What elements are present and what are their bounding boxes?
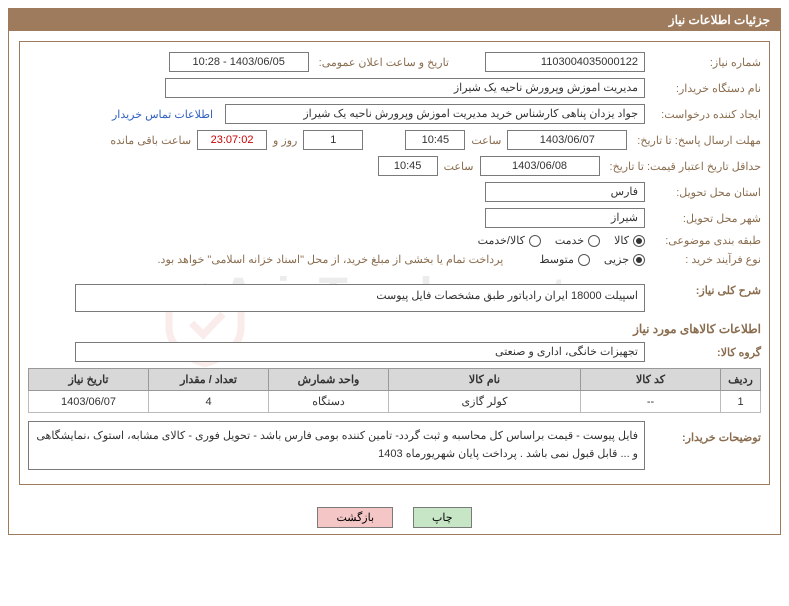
field-reply-time: 10:45 — [405, 130, 465, 150]
field-remaining-time: 23:07:02 — [197, 130, 267, 150]
row-requester: ایجاد کننده درخواست: جواد یزدان پناهی کا… — [28, 104, 761, 124]
radio-cat-2[interactable]: کالا/خدمت — [478, 234, 541, 247]
panel-body: شماره نیاز: 1103004035000122 تاریخ و ساع… — [19, 41, 770, 485]
th-code: کد کالا — [581, 369, 721, 391]
cell-index: 1 — [721, 391, 761, 413]
row-summary: شرح کلی نیاز: اسپیلت 18000 ایران رادیاتو… — [28, 284, 761, 312]
radio-group-category: کالا خدمت کالا/خدمت — [478, 234, 645, 247]
th-date: تاریخ نیاز — [29, 369, 149, 391]
table-row: 1 -- کولر گازی دستگاه 4 1403/06/07 — [29, 391, 761, 413]
payment-note: پرداخت تمام یا بخشی از مبلغ خرید، از محل… — [158, 253, 504, 266]
radio-icon — [633, 235, 645, 247]
label-need-number: شماره نیاز: — [651, 56, 761, 69]
radio-cat-1[interactable]: خدمت — [555, 234, 600, 247]
field-reply-date: 1403/06/07 — [507, 130, 627, 150]
details-panel: جزئیات اطلاعات نیاز شماره نیاز: 11030040… — [8, 8, 781, 535]
label-category: طبقه بندی موضوعی: — [651, 234, 761, 247]
th-unit: واحد شمارش — [269, 369, 389, 391]
label-reply-deadline: مهلت ارسال پاسخ: تا تاریخ: — [633, 134, 761, 147]
label-city: شهر محل تحویل: — [651, 212, 761, 225]
label-announce-dt: تاریخ و ساعت اعلان عمومی: — [315, 56, 449, 69]
field-requester: جواد یزدان پناهی کارشناس خرید مدیریت امو… — [225, 104, 645, 124]
row-province: استان محل تحویل: فارس — [28, 182, 761, 202]
label-hour-1: ساعت — [471, 134, 501, 147]
cell-name: کولر گازی — [389, 391, 581, 413]
cell-unit: دستگاه — [269, 391, 389, 413]
th-index: ردیف — [721, 369, 761, 391]
row-reply-deadline: مهلت ارسال پاسخ: تا تاریخ: 1403/06/07 سا… — [28, 130, 761, 150]
field-item-group: تجهیزات خانگی، اداری و صنعتی — [75, 342, 645, 362]
cell-code: -- — [581, 391, 721, 413]
row-process: نوع فرآیند خرید : جزیی متوسط پرداخت تمام… — [28, 253, 761, 266]
field-remaining-days: 1 — [303, 130, 363, 150]
label-process: نوع فرآیند خرید : — [651, 253, 761, 266]
back-button[interactable]: بازگشت — [317, 507, 393, 528]
label-time-remaining: ساعت باقی مانده — [110, 134, 191, 147]
radio-icon — [633, 254, 645, 266]
radio-group-process: جزیی متوسط — [539, 253, 645, 266]
th-name: نام کالا — [389, 369, 581, 391]
panel-title: جزئیات اطلاعات نیاز — [9, 9, 780, 31]
label-hour-2: ساعت — [444, 160, 474, 173]
label-buyer-org: نام دستگاه خریدار: — [651, 82, 761, 95]
row-buyer-notes: توضیحات خریدار: فایل پیوست - قیمت براساس… — [28, 421, 761, 470]
radio-icon — [529, 235, 541, 247]
row-item-group: گروه کالا: تجهیزات خانگی، اداری و صنعتی — [28, 342, 761, 362]
row-city: شهر محل تحویل: شیراز — [28, 208, 761, 228]
radio-cat-0[interactable]: کالا — [614, 234, 645, 247]
field-validity-date: 1403/06/08 — [480, 156, 600, 176]
radio-icon — [588, 235, 600, 247]
print-button[interactable]: چاپ — [413, 507, 472, 528]
row-category: طبقه بندی موضوعی: کالا خدمت کالا/خدمت — [28, 234, 761, 247]
field-buyer-notes: فایل پیوست - قیمت براساس کل محاسبه و ثبت… — [28, 421, 645, 470]
cell-qty: 4 — [149, 391, 269, 413]
table-header-row: ردیف کد کالا نام کالا واحد شمارش تعداد /… — [29, 369, 761, 391]
radio-proc-1[interactable]: متوسط — [539, 253, 590, 266]
label-requester: ایجاد کننده درخواست: — [651, 108, 761, 121]
th-qty: تعداد / مقدار — [149, 369, 269, 391]
radio-proc-0[interactable]: جزیی — [604, 253, 645, 266]
label-price-validity: حداقل تاریخ اعتبار قیمت: تا تاریخ: — [606, 160, 761, 173]
buyer-contact-link[interactable]: اطلاعات تماس خریدار — [112, 108, 213, 121]
field-need-number: 1103004035000122 — [485, 52, 645, 72]
label-summary: شرح کلی نیاز: — [651, 284, 761, 297]
cell-date: 1403/06/07 — [29, 391, 149, 413]
row-price-validity: حداقل تاریخ اعتبار قیمت: تا تاریخ: 1403/… — [28, 156, 761, 176]
label-buyer-notes: توضیحات خریدار: — [651, 421, 761, 444]
row-buyer-org: نام دستگاه خریدار: مدیریت اموزش وپرورش ن… — [28, 78, 761, 98]
label-days-and: روز و — [273, 134, 297, 147]
button-row: چاپ بازگشت — [9, 495, 780, 534]
items-table: ردیف کد کالا نام کالا واحد شمارش تعداد /… — [28, 368, 761, 413]
field-validity-time: 10:45 — [378, 156, 438, 176]
row-need-number: شماره نیاز: 1103004035000122 تاریخ و ساع… — [28, 52, 761, 72]
radio-icon — [578, 254, 590, 266]
label-item-group: گروه کالا: — [651, 346, 761, 359]
field-province: فارس — [485, 182, 645, 202]
field-announce-dt: 1403/06/05 - 10:28 — [169, 52, 309, 72]
label-province: استان محل تحویل: — [651, 186, 761, 199]
field-buyer-org: مدیریت اموزش وپرورش ناحیه یک شیراز — [165, 78, 645, 98]
field-city: شیراز — [485, 208, 645, 228]
field-summary: اسپیلت 18000 ایران رادیاتور طبق مشخصات ف… — [75, 284, 645, 312]
items-section-title: اطلاعات کالاهای مورد نیاز — [28, 322, 761, 336]
